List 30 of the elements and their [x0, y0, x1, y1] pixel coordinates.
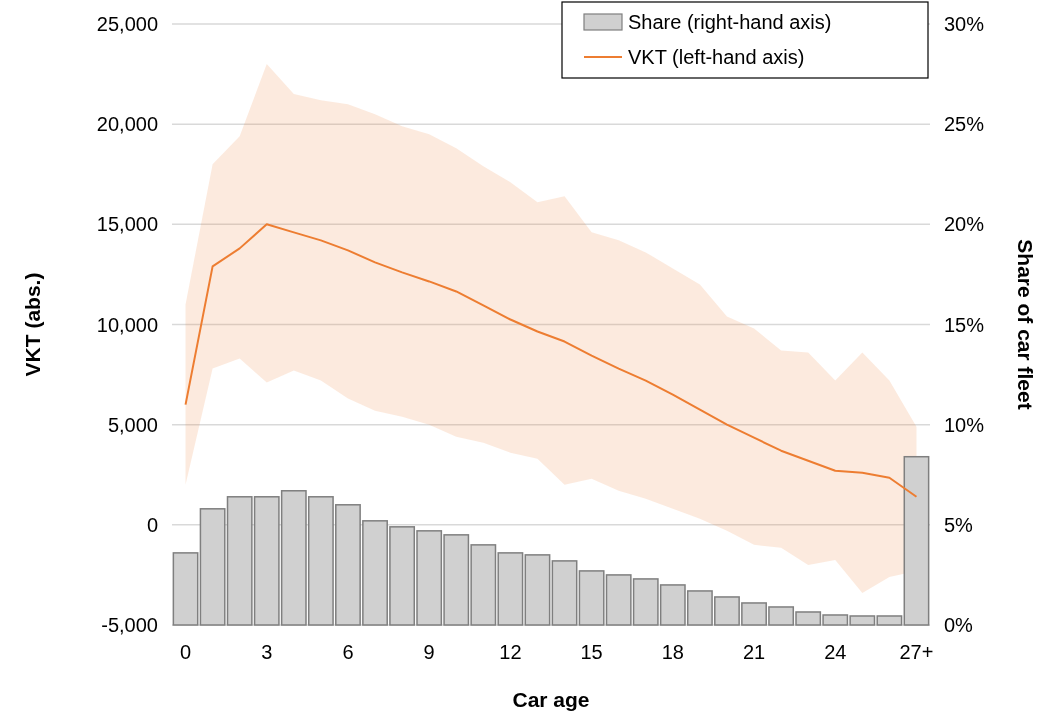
y2-tick-label: 30%	[944, 13, 985, 35]
y2-tick-label: 25%	[944, 113, 985, 136]
y2-tick-label: 5%	[944, 513, 974, 536]
legend-label: Share (right-hand axis)	[628, 11, 832, 33]
y-tick-label: 10,000	[96, 313, 158, 336]
x-tick-label: 27+	[899, 641, 934, 663]
x-axis-title: Car age	[512, 688, 590, 711]
y-tick-label: -5,000	[101, 614, 158, 636]
y-tick-label: 15,000	[96, 213, 158, 236]
x-tick-label: 6	[342, 641, 354, 663]
legend-label: VKT (left-hand axis)	[628, 46, 805, 68]
x-tick-label: 9	[423, 641, 435, 663]
y-tick-label: 0	[146, 513, 158, 536]
x-tick-label: 0	[179, 641, 192, 663]
x-tick-label: 3	[261, 641, 273, 663]
y-tick-label: 20,000	[96, 113, 158, 136]
y2-tick-label: 10%	[944, 413, 985, 436]
y-tick-label: 25,000	[96, 13, 158, 35]
y-axis-title: VKT (abs.)	[21, 272, 44, 377]
x-tick-label: 15	[580, 641, 603, 663]
y2-tick-label: 0%	[944, 614, 974, 636]
x-tick-label: 21	[742, 641, 766, 663]
x-tick-label: 12	[499, 641, 522, 663]
y2-axis-title: Share of car fleet	[1014, 239, 1037, 410]
line-series	[184, 223, 918, 498]
y-tick-label: 5,000	[107, 413, 158, 436]
x-tick-label: 18	[661, 641, 684, 663]
x-tick-label: 24	[824, 641, 847, 663]
y2-tick-label: 15%	[944, 313, 985, 336]
y2-tick-label: 20%	[944, 213, 985, 236]
